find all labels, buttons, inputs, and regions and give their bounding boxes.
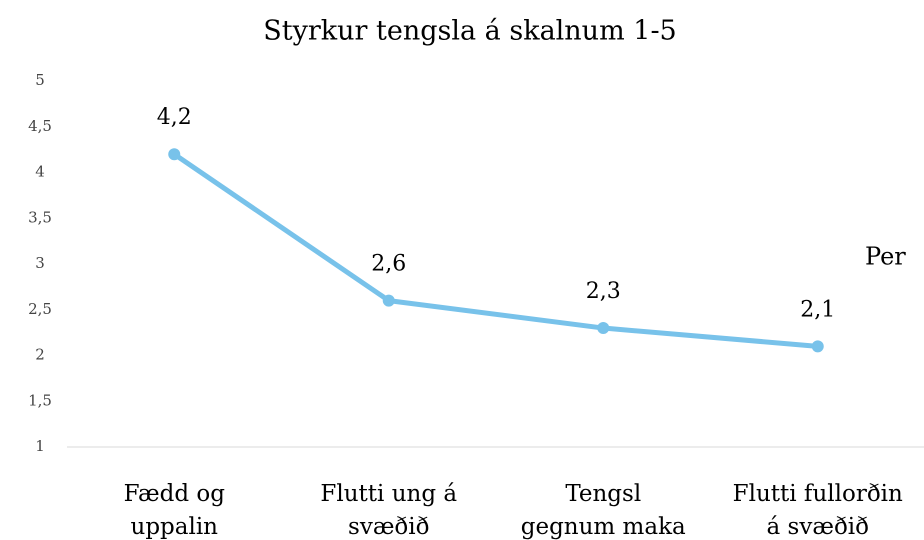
marker xyxy=(168,148,181,161)
y-tick-label: 1 xyxy=(35,437,45,455)
x-tick-label: uppalin xyxy=(131,514,219,540)
x-tick-label: Tengsl xyxy=(565,481,641,507)
y-tick-label: 4 xyxy=(35,163,45,181)
x-tick-label: gegnum maka xyxy=(521,514,686,540)
y-tick-label: 5 xyxy=(35,71,45,89)
data-label: 4,2 xyxy=(157,105,192,130)
y-tick-label: 2,5 xyxy=(28,300,52,318)
x-tick-label: á svæðið xyxy=(767,514,870,540)
data-label: 2,6 xyxy=(371,252,406,277)
y-tick-label: 1,5 xyxy=(28,391,52,409)
chart-title: Styrkur tengsla á skalnum 1-5 xyxy=(263,16,677,47)
data-label: 2,3 xyxy=(586,279,621,304)
x-tick-label: Flutti fullorðin xyxy=(733,481,903,507)
y-tick-label: 3,5 xyxy=(28,208,52,226)
marker xyxy=(382,294,395,307)
x-tick-label: svæðið xyxy=(348,514,429,540)
y-tick-label: 3 xyxy=(35,254,45,272)
x-tick-label: Fædd og xyxy=(124,481,226,507)
marker xyxy=(811,340,824,353)
y-tick-label: 2 xyxy=(35,346,45,364)
marker xyxy=(597,322,610,335)
annotation: Per xyxy=(865,243,906,271)
x-tick-label: Flutti ung á xyxy=(320,481,457,507)
line xyxy=(172,152,818,349)
y-tick-label: 4,5 xyxy=(28,117,52,135)
data-label: 2,1 xyxy=(800,297,835,322)
